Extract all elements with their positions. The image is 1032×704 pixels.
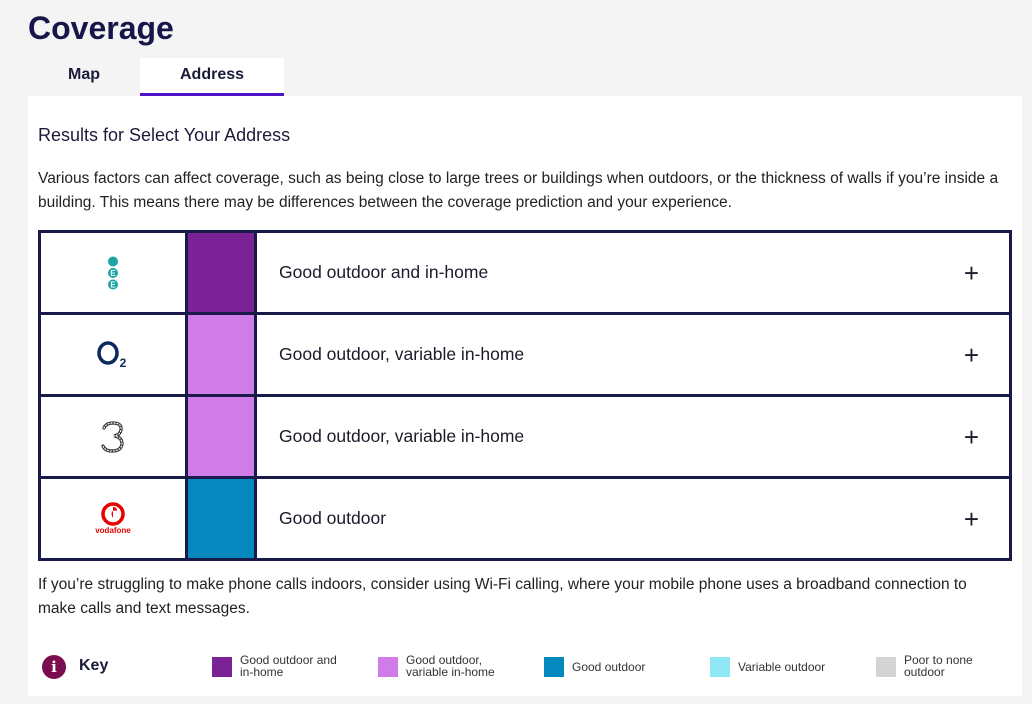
key-item: Good outdoor [544,654,682,677]
key-swatch [378,657,398,677]
coverage-label: Good outdoor, variable in-home [279,426,525,446]
key-item: Good outdoor and in-home [212,654,350,678]
operator-row-o2: 2 Good outdoor, variable in-home + [41,315,1009,397]
key-swatch [876,657,896,677]
key-item: Poor to none outdoor [876,654,1014,678]
key-label: Variable outdoor [738,660,826,674]
operator-row-three: Good outdoor, variable in-home + [41,397,1009,479]
key-title: Key [79,657,109,674]
tab-address[interactable]: Address [140,58,284,97]
coverage-row-three[interactable]: Good outdoor, variable in-home + [257,397,1009,476]
coverage-swatch [188,397,257,476]
ee-logo-icon: E E [108,256,118,289]
key-label-line: Good outdoor, [406,653,483,667]
ee-logo-cell: E E [41,233,188,312]
svg-text:2: 2 [120,356,127,370]
coverage-row-o2[interactable]: Good outdoor, variable in-home + [257,315,1009,394]
key-label-line: outdoor [904,665,945,679]
coverage-row-vodafone[interactable]: Good outdoor + [257,479,1009,558]
key-label-line: Poor to none [904,653,973,667]
coverage-key: i Key Good outdoor and in-home Good outd… [42,652,1002,682]
operator-row-vodafone: vodafone Good outdoor + [41,479,1009,558]
plus-icon[interactable]: + [963,421,979,452]
coverage-row-ee[interactable]: Good outdoor and in-home + [257,233,1009,312]
key-label-line: Good outdoor and [240,653,337,667]
key-swatch [710,657,730,677]
plus-icon[interactable]: + [963,503,979,534]
o2-logo-cell: 2 [41,315,188,394]
address-results-panel: Results for Select Your Address Various … [28,96,1022,696]
coverage-swatch [188,233,257,312]
info-icon: i [42,655,66,679]
plus-icon[interactable]: + [963,339,979,370]
page-title: Coverage [28,10,174,46]
key-item: Good outdoor, variable in-home [378,654,516,678]
coverage-swatch [188,315,257,394]
coverage-label: Good outdoor [279,508,387,528]
key-swatch [212,657,232,677]
coverage-tabs: Map Address [28,58,284,97]
coverage-swatch [188,479,257,558]
svg-text:E: E [110,280,116,289]
key-label: Poor to none outdoor [904,654,1014,678]
plus-icon[interactable]: + [963,257,979,288]
tab-map[interactable]: Map [68,66,100,83]
wifi-calling-note: If you’re struggling to make phone calls… [38,576,967,617]
key-label: Good outdoor [572,660,646,674]
o2-logo-icon: 2 [97,340,127,370]
vodafone-logo-icon [101,502,125,526]
key-label: Good outdoor, variable in-home [406,654,516,678]
vodafone-wordmark: vodafone [95,526,131,535]
key-label-line: in-home [240,665,284,679]
three-logo-cell [41,397,188,476]
coverage-label: Good outdoor and in-home [279,262,489,282]
key-label: Good outdoor and in-home [240,654,350,678]
vodafone-logo-cell: vodafone [41,479,188,558]
coverage-disclaimer: Various factors can affect coverage, suc… [38,170,999,211]
key-swatch [544,657,564,677]
results-heading: Results for Select Your Address [38,125,291,145]
svg-text:E: E [110,269,116,278]
operator-coverage-list: E E Good outdoor and in-home + 2 Good ou… [38,230,1012,561]
key-label-line: variable in-home [406,665,495,679]
coverage-label: Good outdoor, variable in-home [279,344,525,364]
three-logo-icon [101,420,124,453]
key-item: Variable outdoor [710,654,848,677]
operator-row-ee: E E Good outdoor and in-home + [41,233,1009,315]
